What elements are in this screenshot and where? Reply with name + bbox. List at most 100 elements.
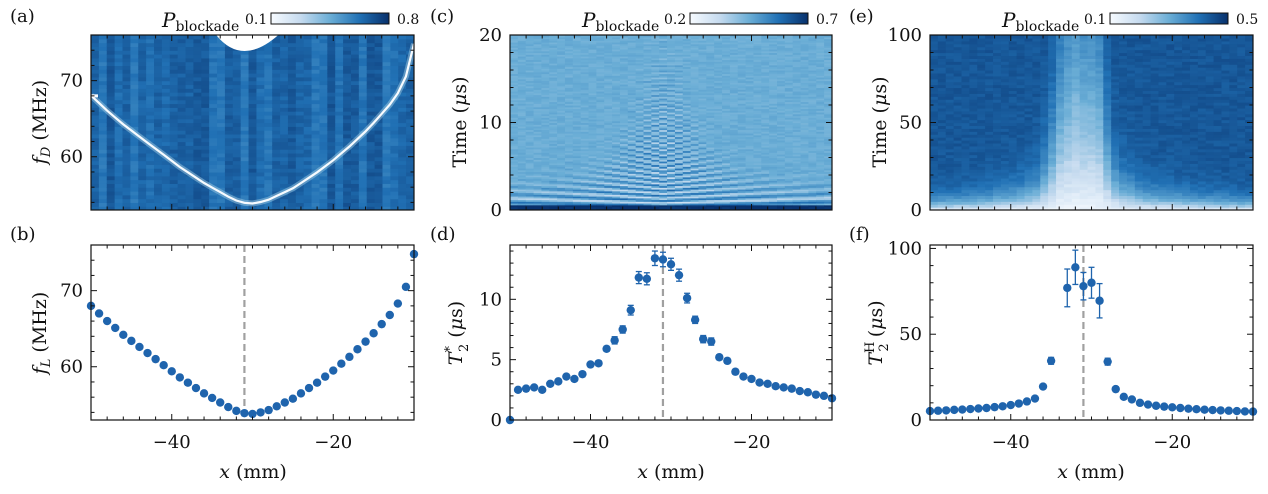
heatmap-a-cell bbox=[98, 73, 108, 78]
heatmap-c-cell bbox=[737, 94, 747, 97]
heatmap-c-cell bbox=[643, 112, 652, 115]
heatmap-a-cell bbox=[138, 156, 147, 162]
heatmap-a-cell bbox=[130, 183, 139, 188]
heatmap-c-cell bbox=[557, 52, 566, 55]
heatmap-c-cell bbox=[564, 190, 574, 194]
heatmap-c-cell bbox=[722, 175, 731, 178]
heatmap-c-cell bbox=[722, 91, 731, 94]
heatmap-c-cell bbox=[745, 127, 755, 131]
heatmap-c-cell bbox=[557, 196, 566, 199]
heatmap-c-cell bbox=[635, 187, 645, 190]
heatmap-c-cell bbox=[729, 133, 739, 136]
heatmap-a-cell bbox=[311, 54, 321, 59]
heatmap-c-cell bbox=[667, 196, 676, 199]
heatmap-c-cell bbox=[729, 185, 739, 188]
heatmap-a-cell bbox=[138, 103, 147, 108]
heatmap-a-cell bbox=[98, 65, 108, 70]
heatmap-c-cell bbox=[635, 119, 645, 122]
heatmap-c-cell bbox=[729, 64, 739, 68]
heatmap-c-cell bbox=[564, 162, 574, 166]
heatmap-c-cell bbox=[674, 80, 684, 83]
heatmap-a-cell bbox=[185, 95, 195, 101]
heatmap-a-cell bbox=[303, 50, 313, 55]
heatmap-c-cell bbox=[737, 168, 747, 171]
heatmap-c-cell bbox=[510, 101, 519, 104]
heatmap-a-cell bbox=[98, 187, 108, 192]
heatmap-c-cell bbox=[541, 169, 550, 173]
heatmap-c-cell bbox=[525, 173, 535, 176]
heatmap-c-cell bbox=[541, 140, 550, 143]
heatmap-c-cell bbox=[659, 49, 668, 52]
heatmap-c-cell bbox=[510, 203, 519, 206]
heatmap-a-cell bbox=[366, 202, 376, 207]
heatmap-c-cell bbox=[714, 42, 723, 45]
heatmap-a-cell bbox=[193, 88, 202, 93]
heatmap-a-cell bbox=[146, 194, 155, 200]
heatmap-c-cell bbox=[533, 124, 543, 127]
heatmap-a-cell bbox=[217, 103, 226, 108]
heatmap-c-cell bbox=[651, 148, 660, 152]
heatmap-a-cell bbox=[209, 194, 218, 200]
heatmap-a-cell bbox=[272, 145, 281, 150]
heatmap-a-cell bbox=[130, 118, 139, 124]
heatmap-c-cell bbox=[619, 59, 629, 62]
heatmap-c-cell bbox=[706, 61, 715, 64]
heatmap-a-cell bbox=[193, 187, 202, 192]
heatmap-c-cell bbox=[564, 82, 574, 85]
heatmap-c-cell bbox=[557, 89, 566, 92]
heatmap-a-cell bbox=[161, 126, 171, 131]
heatmap-c-cell bbox=[690, 42, 700, 45]
heatmap-c-cell bbox=[549, 99, 558, 103]
heatmap-a-cell bbox=[272, 141, 281, 146]
heatmap-c-cell bbox=[549, 63, 558, 66]
heatmap-a-cell bbox=[169, 107, 179, 112]
heatmap-a-cell bbox=[161, 198, 171, 203]
heatmap-c-cell bbox=[690, 117, 700, 120]
heatmap-a-cell bbox=[209, 179, 218, 184]
heatmap-a-cell bbox=[398, 57, 407, 63]
heatmap-c-cell bbox=[588, 185, 597, 188]
heatmap-c-cell bbox=[674, 75, 684, 78]
heatmap-c-cell bbox=[580, 119, 590, 122]
heatmap-a-cell bbox=[224, 133, 234, 139]
heatmap-c-cell bbox=[635, 71, 645, 75]
heatmap-c-cell bbox=[510, 192, 519, 195]
heatmap-a-cell bbox=[390, 111, 399, 116]
heatmap-c-cell bbox=[510, 94, 519, 97]
heatmap-c-cell bbox=[706, 50, 715, 54]
heatmap-c-cell bbox=[564, 154, 574, 157]
heatmap-c-cell bbox=[643, 175, 652, 178]
heatmap-c-cell bbox=[698, 143, 707, 146]
heatmap-c-cell bbox=[572, 68, 582, 71]
heatmap-c-cell bbox=[549, 164, 558, 167]
heatmap-c-cell bbox=[572, 56, 582, 59]
heatmap-a-cell bbox=[138, 171, 147, 177]
heatmap-c-cell bbox=[525, 35, 535, 38]
heatmap-a-cell bbox=[201, 57, 210, 63]
heatmap-a-cell bbox=[240, 149, 250, 154]
heatmap-c-cell bbox=[682, 194, 692, 197]
heatmap-a-cell bbox=[264, 164, 273, 169]
heatmap-a-cell bbox=[295, 99, 305, 105]
heatmap-a-cell bbox=[366, 42, 376, 48]
heatmap-c-cell bbox=[651, 201, 660, 204]
heatmap-a-cell bbox=[248, 76, 258, 82]
heatmap-c-cell bbox=[604, 56, 613, 59]
heatmap-c-cell bbox=[659, 36, 668, 40]
heatmap-c-cell bbox=[541, 66, 550, 69]
heatmap-c-cell bbox=[690, 52, 700, 55]
heatmap-c-cell bbox=[706, 131, 715, 134]
heatmap-c-cell bbox=[690, 194, 700, 197]
heatmap-c-cell bbox=[643, 103, 652, 106]
heatmap-a-cell bbox=[209, 73, 218, 78]
heatmap-c-cell bbox=[729, 154, 739, 157]
heatmap-c-cell bbox=[714, 82, 723, 85]
heatmap-a-cell bbox=[209, 111, 218, 116]
heatmap-a-cell bbox=[406, 156, 414, 162]
heatmap-c-cell bbox=[604, 150, 613, 153]
heatmap-a-cell bbox=[287, 95, 297, 101]
heatmap-c-cell bbox=[596, 98, 605, 101]
heatmap-c-cell bbox=[674, 171, 684, 174]
heatmap-c-cell bbox=[510, 176, 519, 180]
heatmap-c-cell bbox=[510, 169, 519, 173]
